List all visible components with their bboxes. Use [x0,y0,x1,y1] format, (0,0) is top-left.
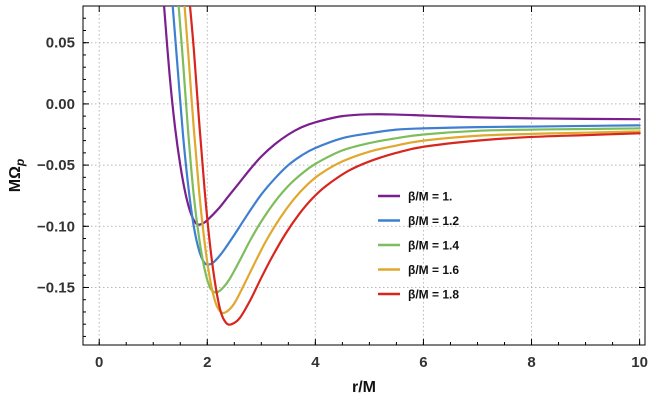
series-line-3 [183,6,641,315]
x-tick-label: 2 [203,354,211,371]
x-tick-label: 4 [311,354,320,371]
series-line-1 [171,6,641,266]
legend: β/M = 1. β/M = 1.2 β/M = 1.4 β/M = 1.6 β/M =… [378,190,459,302]
plot-frame [82,5,646,346]
y-axis-label-subscript: p [13,159,27,167]
y-tick-label: −0.10 [37,218,75,235]
series-line-4 [188,6,641,326]
x-tick-label: 6 [419,354,427,371]
x-tick-label: 10 [631,354,648,371]
y-axis-label: MΩp [7,159,27,193]
grid [83,6,645,345]
series-line-0 [162,6,641,226]
legend-label-0: β/M = 1. [408,190,452,204]
y-axis-label-main: MΩ [7,166,24,192]
tick-labels: 0 2 4 6 8 10 0.05 0.00 −0.05 −0.10 −0.15 [37,35,648,371]
legend-label-4: β/M = 1.8 [408,288,459,302]
axis-ticks [83,6,645,345]
x-tick-label: 0 [95,354,103,371]
series-group [162,6,641,326]
y-tick-label: 0.05 [46,35,75,52]
y-tick-label: −0.05 [37,157,75,174]
y-tick-label: 0.00 [46,96,75,113]
legend-label-3: β/M = 1.6 [408,263,459,277]
series-line-2 [177,6,641,294]
x-tick-label: 8 [527,354,535,371]
legend-label-2: β/M = 1.4 [408,239,459,253]
legend-label-1: β/M = 1.2 [408,214,459,228]
y-tick-label: −0.15 [37,279,75,296]
x-axis-label: r/M [352,379,376,396]
